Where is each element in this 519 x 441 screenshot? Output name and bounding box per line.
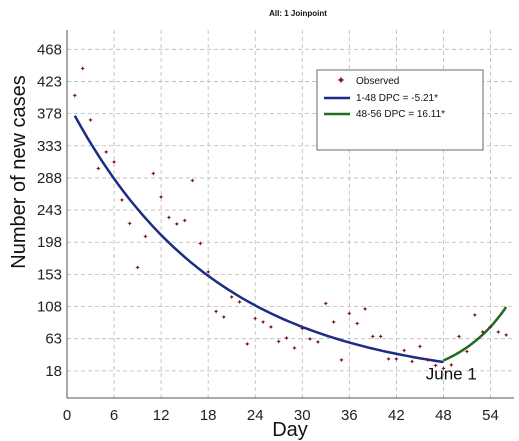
observed-point: ✦ <box>503 331 509 339</box>
observed-point: ✦ <box>417 343 423 351</box>
y-tick-label: 108 <box>37 299 62 316</box>
y-tick-label: 153 <box>37 266 62 283</box>
observed-point: ✦ <box>88 116 94 124</box>
trend-lines <box>73 115 508 364</box>
observed-point: ✦ <box>291 344 297 352</box>
observed-point: ✦ <box>205 269 211 277</box>
observed-point: ✦ <box>72 92 78 100</box>
observed-point: ✦ <box>80 65 86 73</box>
observed-point: ✦ <box>362 306 368 314</box>
observed-point: ✦ <box>142 233 148 241</box>
series-1-line <box>73 115 444 364</box>
x-tick-label: 42 <box>388 407 405 424</box>
legend-series-2-label: 48-56 DPC = 16.11* <box>356 109 445 120</box>
observed-point: ✦ <box>386 356 392 364</box>
x-tick-label: 30 <box>294 407 311 424</box>
observed-point: ✦ <box>323 300 329 308</box>
observed-point: ✦ <box>229 294 235 302</box>
observed-point: ✦ <box>276 338 282 346</box>
observed-point: ✦ <box>237 299 243 307</box>
observed-point: ✦ <box>190 177 196 185</box>
observed-point: ✦ <box>409 358 415 366</box>
observed-point: ✦ <box>111 158 117 166</box>
chart-title: All: 1 Joinpoint <box>269 9 327 18</box>
observed-point: ✦ <box>433 362 439 370</box>
observed-point: ✦ <box>166 214 172 222</box>
y-tick-label: 288 <box>37 170 62 187</box>
y-tick-label: 243 <box>37 202 62 219</box>
observed-point: ✦ <box>299 325 305 333</box>
june-1-annotation: June 1 <box>426 365 477 384</box>
x-tick-label: 24 <box>247 407 264 424</box>
y-tick-labels: 18 63 108 153 198 243 288 333 378 423 468 <box>37 41 62 380</box>
legend-box <box>316 69 484 151</box>
observed-point: ✦ <box>315 339 321 347</box>
observed-point: ✦ <box>135 264 141 272</box>
observed-point: ✦ <box>440 365 446 373</box>
series-2-line <box>442 306 508 362</box>
x-tick-label: 36 <box>341 407 358 424</box>
observed-point: ✦ <box>268 324 274 332</box>
x-tick-label: 18 <box>200 407 217 424</box>
x-tick-label: 6 <box>110 407 118 424</box>
legend-observed-label: Observed <box>356 76 399 87</box>
y-axis-title: Number of new cases <box>8 75 30 268</box>
x-axis-title: Day <box>272 419 308 441</box>
y-tick-label: 333 <box>37 138 62 155</box>
x-tick-label: 54 <box>482 407 499 424</box>
observed-point: ✦ <box>339 356 345 364</box>
axes <box>66 30 514 399</box>
x-tick-label: 0 <box>63 407 71 424</box>
observed-point: ✦ <box>197 240 203 248</box>
observed-point: ✦ <box>244 341 250 349</box>
observed-point: ✦ <box>95 165 101 173</box>
y-tick-label: 423 <box>37 73 62 90</box>
observed-point: ✦ <box>127 220 133 228</box>
observed-point: ✦ <box>284 334 290 342</box>
observed-point: ✦ <box>221 314 227 322</box>
y-tick-label: 63 <box>45 331 62 348</box>
observed-point: ✦ <box>252 315 258 323</box>
observed-point: ✦ <box>331 319 337 327</box>
observed-point: ✦ <box>401 347 407 355</box>
legend: ✦ Observed 1-48 DPC = -5.21* 48-56 DPC =… <box>316 69 484 151</box>
observed-point: ✦ <box>464 348 470 356</box>
x-tick-labels: 0 6 12 18 24 30 36 42 48 54 <box>63 407 499 424</box>
observed-point: ✦ <box>260 319 266 327</box>
observed-point: ✦ <box>480 329 486 337</box>
observed-point: ✦ <box>495 329 501 337</box>
observed-point: ✦ <box>425 356 431 364</box>
observed-point: ✦ <box>307 336 313 344</box>
observed-point: ✦ <box>472 311 478 319</box>
y-tick-label: 378 <box>37 106 62 123</box>
observed-point: ✦ <box>174 221 180 229</box>
observed-point: ✦ <box>488 324 494 332</box>
observed-points: ✦✦✦✦✦✦✦✦✦✦✦✦✦✦✦✦✦✦✦✦✦✦✦✦✦✦✦✦✦✦✦ ✦✦✦✦✦✦✦✦ ✦… <box>72 65 509 373</box>
observed-point: ✦ <box>103 148 109 156</box>
y-tick-label: 468 <box>37 41 62 58</box>
observed-point: ✦ <box>354 320 360 328</box>
observed-point: ✦ <box>346 310 352 318</box>
x-tick-label: 48 <box>435 407 452 424</box>
observed-point: ✦ <box>393 356 399 364</box>
observed-point: ✦ <box>150 170 156 178</box>
observed-point: ✦ <box>158 193 164 201</box>
observed-point: ✦ <box>378 333 384 341</box>
observed-point: ✦ <box>448 361 454 369</box>
legend-observed-marker: ✦ <box>336 75 345 87</box>
observed-point: ✦ <box>119 196 125 204</box>
y-tick-label: 18 <box>45 363 62 380</box>
observed-point: ✦ <box>370 333 376 341</box>
observed-point: ✦ <box>213 308 219 316</box>
observed-point: ✦ <box>182 217 188 225</box>
legend-series-1-label: 1-48 DPC = -5.21* <box>356 93 438 104</box>
y-tick-label: 198 <box>37 234 62 251</box>
x-tick-label: 12 <box>153 407 170 424</box>
observed-point: ✦ <box>456 333 462 341</box>
